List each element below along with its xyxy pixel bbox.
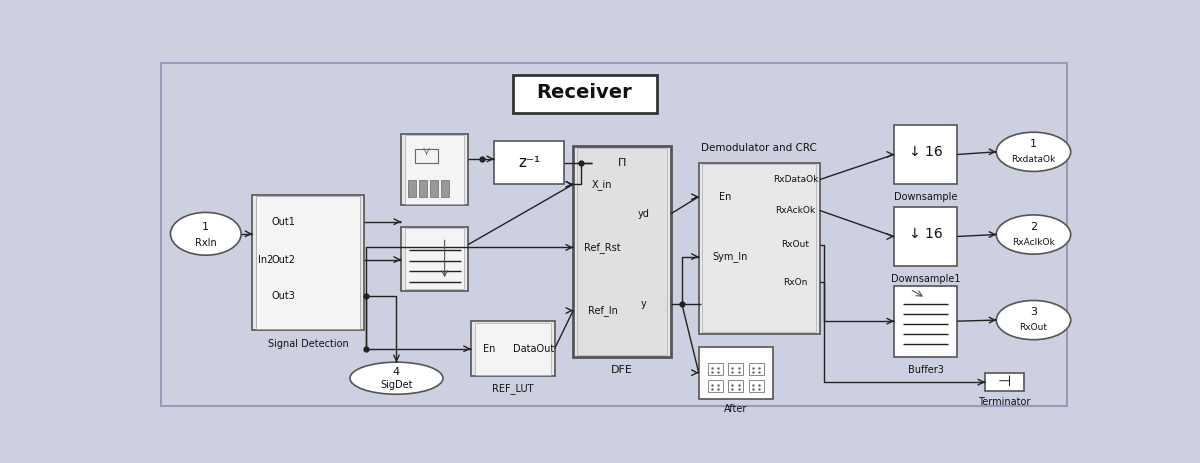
Text: Out1: Out1: [271, 217, 295, 227]
Text: After: After: [725, 404, 748, 414]
FancyBboxPatch shape: [404, 228, 464, 289]
Bar: [728, 380, 743, 392]
Text: 3: 3: [1030, 307, 1037, 317]
Bar: [708, 363, 722, 375]
Ellipse shape: [350, 362, 443, 394]
Text: ↓ 16: ↓ 16: [908, 144, 942, 158]
Text: 2: 2: [1030, 222, 1037, 232]
FancyBboxPatch shape: [252, 194, 364, 330]
Text: Out3: Out3: [271, 291, 295, 301]
Text: Downsample1: Downsample1: [890, 274, 960, 284]
Text: En: En: [719, 192, 732, 202]
Text: RxDataOk: RxDataOk: [773, 175, 818, 184]
Text: Sym_In: Sym_In: [713, 251, 748, 262]
Text: X_in: X_in: [592, 179, 613, 190]
Text: RxOut: RxOut: [781, 240, 810, 249]
Text: y: y: [641, 299, 647, 309]
Text: RxdataOk: RxdataOk: [1012, 155, 1056, 164]
Bar: [749, 363, 763, 375]
FancyBboxPatch shape: [256, 196, 360, 329]
FancyBboxPatch shape: [401, 227, 468, 291]
Bar: [442, 180, 450, 197]
Bar: [408, 180, 416, 197]
FancyBboxPatch shape: [401, 134, 468, 205]
Text: Π: Π: [618, 158, 626, 168]
FancyBboxPatch shape: [985, 373, 1025, 391]
Text: Out2: Out2: [271, 255, 295, 265]
FancyBboxPatch shape: [698, 163, 820, 334]
Text: In2: In2: [258, 255, 274, 265]
Text: 4: 4: [392, 367, 400, 377]
FancyBboxPatch shape: [474, 323, 551, 375]
Text: 1: 1: [203, 222, 209, 232]
Text: RxOut: RxOut: [1020, 324, 1048, 332]
Text: yd: yd: [637, 209, 649, 219]
Text: ↓ 16: ↓ 16: [908, 226, 942, 241]
FancyBboxPatch shape: [702, 164, 816, 332]
Text: Demodulator and CRC: Demodulator and CRC: [701, 143, 817, 153]
Text: Receiver: Receiver: [536, 83, 632, 102]
Text: ⊣: ⊣: [998, 374, 1012, 389]
FancyBboxPatch shape: [894, 125, 958, 184]
Text: Buffer3: Buffer3: [907, 365, 943, 375]
FancyBboxPatch shape: [698, 347, 773, 399]
FancyBboxPatch shape: [894, 207, 958, 266]
Text: REF_LUT: REF_LUT: [492, 383, 534, 394]
Text: Ref_Rst: Ref_Rst: [584, 242, 620, 253]
Ellipse shape: [996, 132, 1070, 171]
Text: z⁻¹: z⁻¹: [518, 155, 540, 170]
Text: RxAckOk: RxAckOk: [775, 206, 816, 215]
FancyBboxPatch shape: [404, 135, 464, 204]
Bar: [430, 180, 438, 197]
FancyBboxPatch shape: [494, 141, 564, 184]
Bar: [415, 149, 438, 163]
Text: RxIn: RxIn: [194, 238, 217, 248]
Ellipse shape: [996, 300, 1070, 340]
Text: RxAclkOk: RxAclkOk: [1012, 238, 1055, 247]
Bar: [419, 180, 427, 197]
Bar: [749, 380, 763, 392]
Text: Ref_In: Ref_In: [588, 305, 617, 316]
Text: RxOn: RxOn: [784, 278, 808, 287]
Text: En: En: [484, 344, 496, 354]
FancyBboxPatch shape: [894, 286, 958, 357]
Text: Terminator: Terminator: [978, 397, 1031, 407]
Text: DataOut: DataOut: [514, 344, 554, 354]
Bar: [728, 363, 743, 375]
FancyBboxPatch shape: [512, 75, 656, 113]
Text: 1: 1: [1030, 139, 1037, 149]
Bar: [708, 380, 722, 392]
FancyBboxPatch shape: [574, 146, 671, 357]
Text: DFE: DFE: [611, 365, 632, 375]
Text: SigDet: SigDet: [380, 380, 413, 390]
Text: Downsample: Downsample: [894, 192, 958, 202]
Ellipse shape: [996, 215, 1070, 254]
Ellipse shape: [170, 213, 241, 255]
Text: Signal Detection: Signal Detection: [268, 338, 348, 349]
FancyBboxPatch shape: [161, 63, 1067, 406]
FancyBboxPatch shape: [470, 321, 554, 376]
FancyBboxPatch shape: [577, 148, 667, 356]
